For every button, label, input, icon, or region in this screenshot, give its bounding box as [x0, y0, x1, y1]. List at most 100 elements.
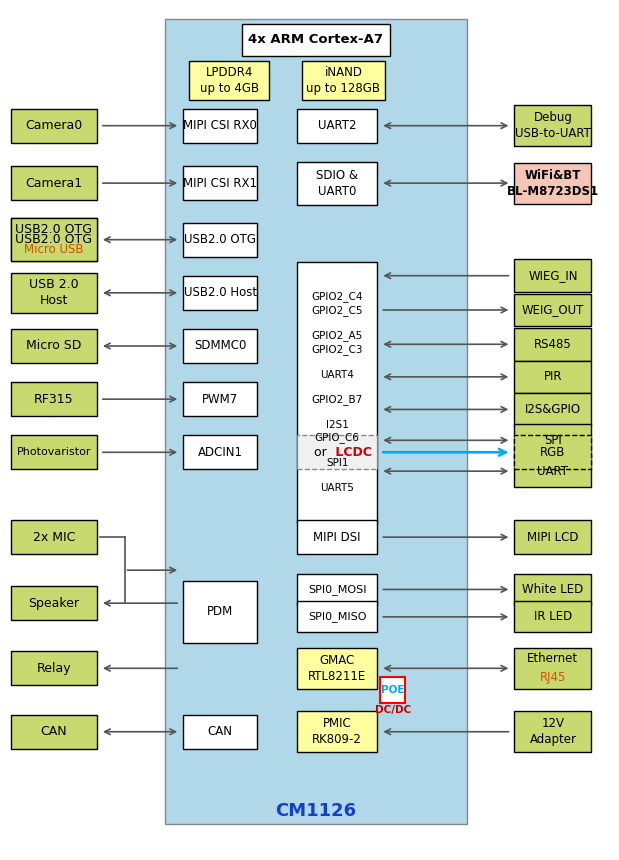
FancyBboxPatch shape: [183, 382, 257, 416]
Text: WIEG_IN: WIEG_IN: [528, 269, 578, 282]
FancyBboxPatch shape: [514, 424, 591, 457]
Text: MIPI DSI: MIPI DSI: [313, 531, 361, 544]
Text: I2S&GPIO: I2S&GPIO: [525, 403, 581, 416]
FancyBboxPatch shape: [297, 162, 378, 205]
FancyBboxPatch shape: [11, 218, 97, 261]
Text: CM1126: CM1126: [275, 802, 356, 820]
Text: CAN: CAN: [40, 725, 67, 738]
FancyBboxPatch shape: [11, 166, 97, 200]
Text: MIPI CSI RX0: MIPI CSI RX0: [183, 120, 257, 132]
Text: SPI0_MOSI: SPI0_MOSI: [308, 584, 366, 595]
FancyBboxPatch shape: [297, 711, 378, 752]
Text: WiFi&BT
BL-M8723DS1: WiFi&BT BL-M8723DS1: [507, 169, 599, 198]
Text: DC/DC: DC/DC: [374, 705, 411, 716]
Text: USB2.0 OTG: USB2.0 OTG: [184, 233, 256, 246]
FancyBboxPatch shape: [514, 163, 591, 204]
Text: LCDC: LCDC: [331, 445, 372, 458]
FancyBboxPatch shape: [11, 218, 97, 261]
FancyBboxPatch shape: [183, 276, 257, 310]
FancyBboxPatch shape: [514, 294, 591, 326]
FancyBboxPatch shape: [183, 435, 257, 470]
FancyBboxPatch shape: [297, 262, 378, 523]
FancyBboxPatch shape: [514, 711, 591, 752]
Text: GPIO2_C4
GPIO2_C5

GPIO2_A5
GPIO2_C3

UART4

GPIO2_B7

I2S1
GPIO_C6

SPI1

UART5: GPIO2_C4 GPIO2_C5 GPIO2_A5 GPIO2_C3 UART…: [311, 292, 363, 493]
Text: UART: UART: [537, 464, 568, 477]
FancyBboxPatch shape: [297, 108, 378, 143]
Text: SPI0_MISO: SPI0_MISO: [308, 611, 366, 623]
Text: RJ45: RJ45: [540, 672, 566, 685]
Text: Ethernet: Ethernet: [527, 653, 579, 666]
FancyBboxPatch shape: [11, 586, 97, 620]
Text: 4x ARM Cortex-A7: 4x ARM Cortex-A7: [248, 34, 383, 46]
Text: or: or: [314, 445, 331, 458]
FancyBboxPatch shape: [297, 601, 378, 632]
Text: Camera1: Camera1: [25, 176, 82, 189]
Text: Debug
USB-to-UART: Debug USB-to-UART: [515, 111, 591, 140]
FancyBboxPatch shape: [183, 166, 257, 200]
FancyBboxPatch shape: [514, 360, 591, 393]
Text: WEIG_OUT: WEIG_OUT: [522, 304, 584, 316]
FancyBboxPatch shape: [514, 260, 591, 292]
Text: GMAC
RTL8211E: GMAC RTL8211E: [308, 654, 366, 683]
FancyBboxPatch shape: [183, 108, 257, 143]
Text: POE: POE: [381, 685, 404, 695]
Text: USB 2.0
Host: USB 2.0 Host: [29, 279, 79, 307]
Text: Speaker: Speaker: [28, 597, 79, 610]
FancyBboxPatch shape: [514, 393, 591, 426]
Text: SDMMC0: SDMMC0: [194, 340, 246, 353]
FancyBboxPatch shape: [514, 435, 591, 470]
FancyBboxPatch shape: [11, 273, 97, 312]
Text: PIR: PIR: [543, 371, 562, 384]
Text: USB2.0 Host: USB2.0 Host: [184, 286, 257, 299]
FancyBboxPatch shape: [183, 580, 257, 642]
FancyBboxPatch shape: [11, 329, 97, 363]
FancyBboxPatch shape: [302, 60, 385, 100]
FancyBboxPatch shape: [514, 328, 591, 360]
Text: iNAND
up to 128GB: iNAND up to 128GB: [306, 65, 381, 95]
Text: UART2: UART2: [318, 120, 357, 132]
FancyBboxPatch shape: [297, 520, 378, 555]
Text: SDIO &
UART0: SDIO & UART0: [316, 169, 358, 198]
FancyBboxPatch shape: [11, 715, 97, 749]
Text: SPI: SPI: [544, 433, 562, 447]
Text: LPDDR4
up to 4GB: LPDDR4 up to 4GB: [200, 65, 259, 95]
Text: RGB: RGB: [540, 445, 566, 458]
Text: PWM7: PWM7: [202, 393, 238, 406]
Text: Micro SD: Micro SD: [26, 340, 82, 353]
Text: Micro USB: Micro USB: [24, 243, 84, 256]
FancyBboxPatch shape: [380, 677, 405, 703]
FancyBboxPatch shape: [514, 520, 591, 555]
FancyBboxPatch shape: [11, 435, 97, 470]
Text: 12V
Adapter: 12V Adapter: [529, 717, 576, 746]
Text: USB2.0 OTG: USB2.0 OTG: [15, 233, 92, 246]
Text: IR LED: IR LED: [534, 611, 572, 624]
FancyBboxPatch shape: [514, 455, 591, 488]
FancyBboxPatch shape: [183, 329, 257, 363]
FancyBboxPatch shape: [297, 574, 378, 605]
Text: Camera0: Camera0: [25, 120, 82, 132]
FancyBboxPatch shape: [11, 108, 97, 143]
Text: PDM: PDM: [207, 605, 233, 618]
Text: Photovaristor: Photovaristor: [17, 447, 91, 458]
FancyBboxPatch shape: [297, 435, 378, 470]
Text: RF315: RF315: [34, 393, 74, 406]
FancyBboxPatch shape: [11, 382, 97, 416]
FancyBboxPatch shape: [514, 105, 591, 146]
FancyBboxPatch shape: [11, 520, 97, 555]
Text: MIPI CSI RX1: MIPI CSI RX1: [183, 176, 257, 189]
Text: White LED: White LED: [522, 583, 584, 596]
FancyBboxPatch shape: [11, 651, 97, 685]
FancyBboxPatch shape: [297, 648, 378, 689]
FancyBboxPatch shape: [514, 574, 591, 605]
Text: 2x MIC: 2x MIC: [33, 531, 75, 544]
FancyBboxPatch shape: [183, 715, 257, 749]
FancyBboxPatch shape: [183, 223, 257, 257]
Text: PMIC
RK809-2: PMIC RK809-2: [313, 717, 362, 746]
Text: CAN: CAN: [207, 725, 233, 738]
Text: RS485: RS485: [534, 338, 572, 351]
FancyBboxPatch shape: [189, 60, 269, 100]
FancyBboxPatch shape: [241, 24, 389, 56]
Text: Relay: Relay: [37, 662, 71, 675]
Text: ADCIN1: ADCIN1: [197, 445, 243, 458]
FancyBboxPatch shape: [514, 648, 591, 689]
